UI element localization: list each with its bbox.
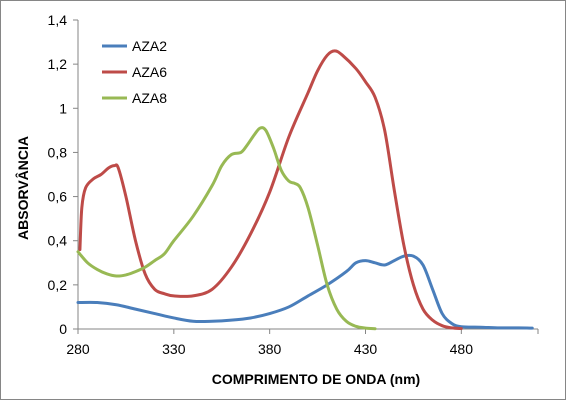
y-tick-label: 1,4 xyxy=(48,12,68,28)
series-line-aza6 xyxy=(78,49,463,331)
legend-label-aza6: AZA6 xyxy=(132,64,167,80)
series-lines xyxy=(76,49,534,331)
x-tick-label: 280 xyxy=(66,341,90,357)
x-axis-ticks: 280 330 380 430 480 xyxy=(66,329,539,357)
y-axis-ticks: 0 0,2 0,4 0,6 0,8 1 1,2 1,4 xyxy=(48,12,78,337)
y-tick-label: 0,2 xyxy=(48,277,68,293)
y-tick-label: 0,6 xyxy=(48,189,68,205)
legend-label-aza8: AZA8 xyxy=(132,90,167,106)
series-line-aza2 xyxy=(76,253,534,330)
x-axis-title: COMPRIMENTO DE ONDA (nm) xyxy=(212,371,420,387)
y-tick-label: 0,8 xyxy=(48,144,68,160)
x-tick-label: 380 xyxy=(258,341,282,357)
series-line-aza8 xyxy=(76,126,377,331)
x-tick-label: 330 xyxy=(162,341,186,357)
legend-label-aza2: AZA2 xyxy=(132,38,167,54)
y-tick-label: 1 xyxy=(59,100,67,116)
legend: AZA2 AZA6 AZA8 xyxy=(102,38,167,106)
y-tick-label: 0 xyxy=(59,321,67,337)
y-tick-label: 0,4 xyxy=(48,233,68,249)
x-tick-label: 480 xyxy=(450,341,474,357)
y-axis-title: ABSORVÂNCIA xyxy=(14,136,31,240)
y-tick-label: 1,2 xyxy=(48,56,68,72)
x-tick-label: 430 xyxy=(354,341,378,357)
